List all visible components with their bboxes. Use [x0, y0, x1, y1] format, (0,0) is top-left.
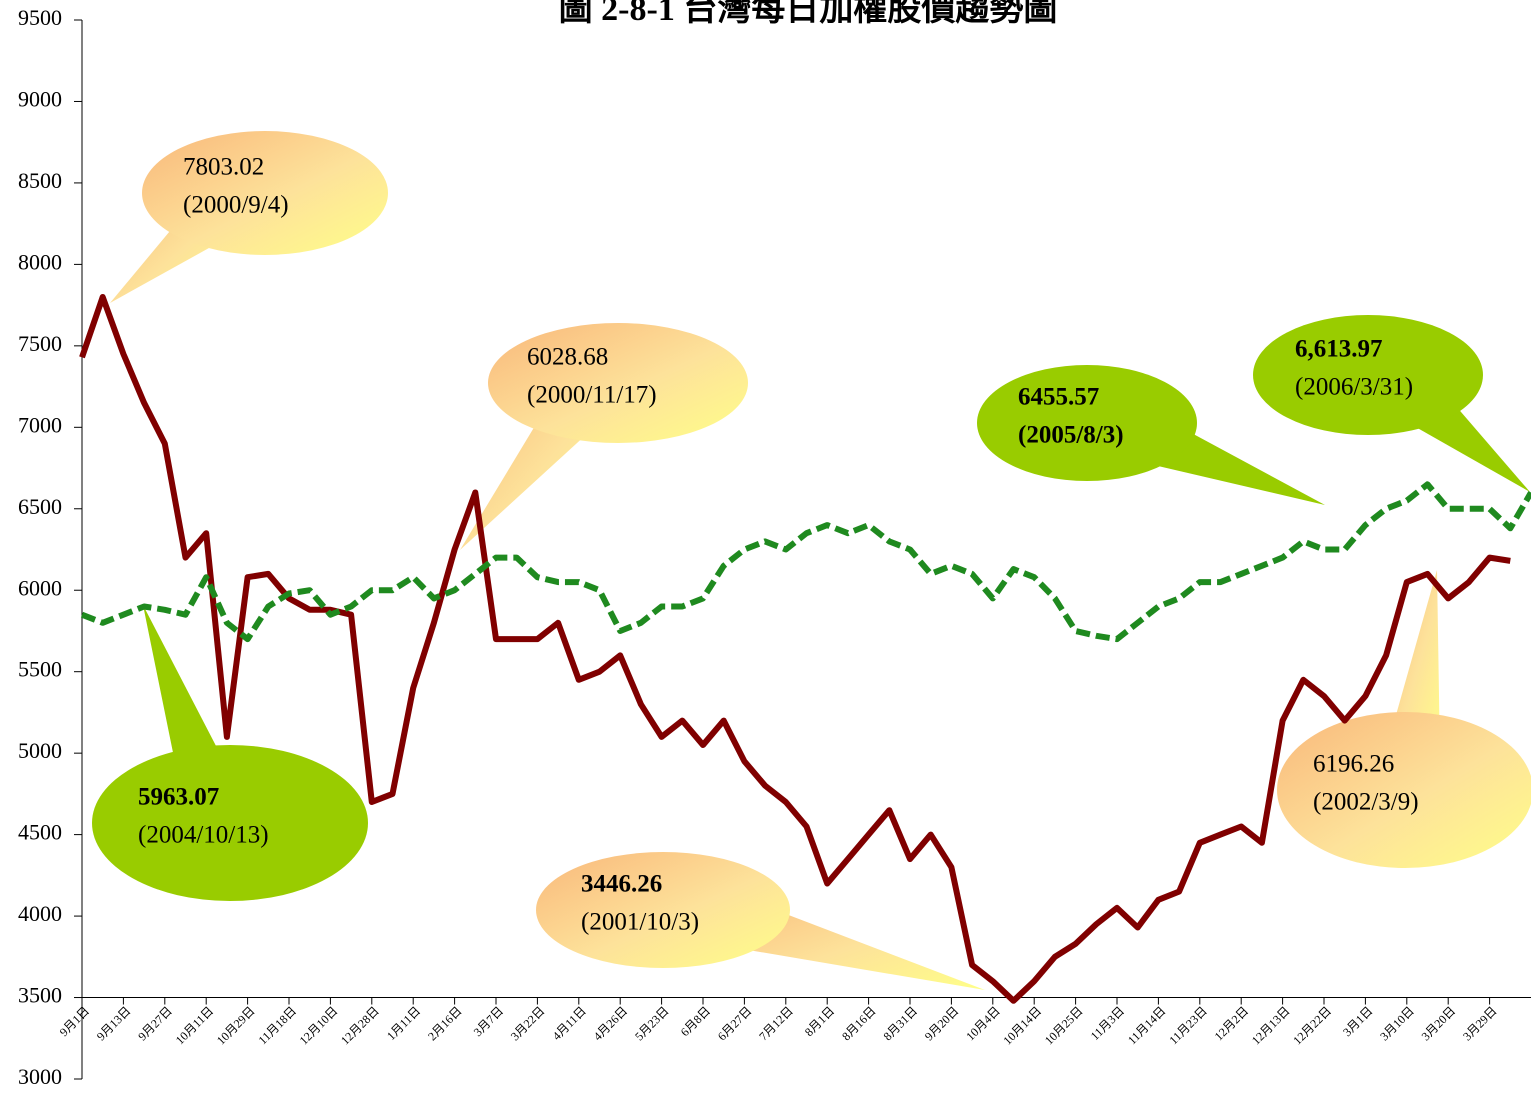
x-tick-label: 2月16日 [425, 1004, 465, 1044]
y-tick-label: 6000 [18, 575, 62, 600]
x-tick-label: 11月18日 [256, 1004, 300, 1048]
callout-bubble [977, 365, 1197, 481]
callout-bubble [1253, 315, 1483, 435]
y-tick-label: 7500 [18, 331, 62, 356]
callout-text: 3446.26 [581, 871, 662, 898]
series-line [79, 294, 1511, 1004]
x-tick-label: 9月27日 [135, 1004, 175, 1044]
annotations [92, 131, 1531, 990]
y-tick-label: 5000 [18, 738, 62, 763]
callout-bubble [92, 745, 368, 901]
callout-bubble [488, 323, 748, 443]
x-tick-label: 12月22日 [1290, 1004, 1334, 1048]
y-tick-label: 9500 [18, 5, 62, 30]
y-tick-label: 9000 [18, 87, 62, 112]
callout-text: (2004/10/13) [138, 822, 269, 849]
callout-text: (2000/11/17) [527, 382, 657, 409]
x-tick-label: 3月29日 [1460, 1004, 1500, 1044]
callout-text: 6196.26 [1313, 751, 1394, 778]
y-tick-label: 3000 [18, 1064, 62, 1089]
x-tick-label: 12月28日 [338, 1004, 382, 1048]
callout-text: (2000/9/4) [183, 192, 289, 219]
callout-text: 6,613.97 [1295, 336, 1383, 363]
x-tick-label: 8月31日 [880, 1004, 920, 1044]
x-tick-label: 3月20日 [1419, 1004, 1459, 1044]
chart-title: 圖 2-8-1 台灣每日加權股價趨勢圖 [559, 0, 1058, 28]
x-tick-label: 8月16日 [839, 1004, 879, 1044]
x-tick-label: 9月13日 [94, 1004, 134, 1044]
x-tick-label: 3月1日 [1340, 1004, 1375, 1039]
x-tick-label: 9月20日 [922, 1004, 962, 1044]
x-tick-label: 11月23日 [1166, 1004, 1210, 1048]
y-tick-label: 7000 [18, 412, 62, 437]
x-tick-label: 6月27日 [715, 1004, 755, 1044]
x-tick-label: 7月12日 [756, 1004, 796, 1044]
callout-bubble [1277, 712, 1531, 868]
x-tick-label: 9月1日 [57, 1004, 92, 1039]
x-tick-label: 12月2日 [1212, 1004, 1252, 1044]
x-tick-label: 5月23日 [632, 1004, 672, 1044]
callout-text: 6455.57 [1018, 384, 1099, 411]
x-tick-label: 4月11日 [550, 1004, 589, 1043]
callout-text: (2005/8/3) [1018, 422, 1124, 449]
callout-text: 7803.02 [183, 154, 264, 181]
y-tick-label: 6500 [18, 494, 62, 519]
x-tick-label: 10月14日 [1000, 1004, 1044, 1048]
x-tick-label: 10月29日 [214, 1004, 258, 1048]
y-tick-label: 4500 [18, 820, 62, 845]
x-tick-label: 10月4日 [963, 1004, 1003, 1044]
x-tick-label: 3月7日 [471, 1004, 506, 1039]
x-tick-label: 3月22日 [508, 1004, 548, 1044]
y-tick-label: 8500 [18, 168, 62, 193]
x-tick-label: 3月10日 [1377, 1004, 1417, 1044]
x-tick-label: 4月26日 [591, 1004, 631, 1044]
callout-text: (2001/10/3) [581, 909, 699, 936]
callout-bubble [142, 131, 388, 255]
x-tick-label: 6月8日 [678, 1004, 713, 1039]
y-tick-label: 8000 [18, 249, 62, 274]
y-tick-label: 5500 [18, 657, 62, 682]
x-tick-label: 11月14日 [1125, 1004, 1169, 1048]
x-tick-label: 10月25日 [1042, 1004, 1086, 1048]
x-tick-label: 12月10日 [297, 1004, 341, 1048]
callout-text: (2002/3/9) [1313, 789, 1419, 816]
x-tick-label: 10月11日 [173, 1004, 217, 1048]
y-tick-label: 3500 [18, 983, 62, 1008]
x-tick-label: 11月3日 [1088, 1004, 1127, 1043]
y-tick-label: 4000 [18, 901, 62, 926]
x-tick-label: 1月11日 [384, 1004, 423, 1043]
series-line [80, 481, 1531, 643]
x-tick-label: 8月1日 [802, 1004, 837, 1039]
callout-text: 5963.07 [138, 784, 219, 811]
x-tick-label: 12月13日 [1249, 1004, 1293, 1048]
callout-bubble [536, 852, 790, 968]
callout-text: 6028.68 [527, 344, 608, 371]
callout-text: (2006/3/31) [1295, 374, 1413, 401]
